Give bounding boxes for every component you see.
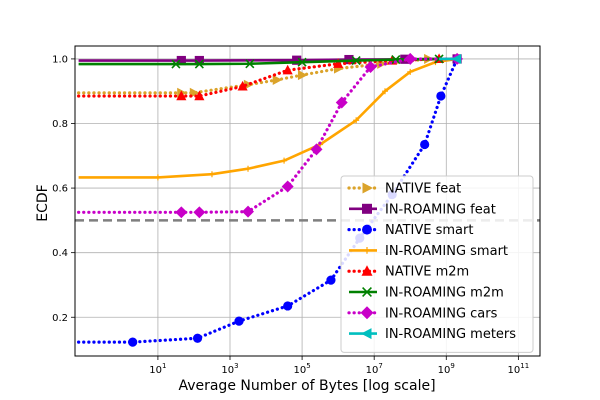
legend-entry: IN-ROAMING meters — [349, 327, 516, 342]
legend-box — [340, 175, 534, 353]
data-point — [154, 174, 161, 181]
legend-entry: IN-ROAMING smart — [349, 244, 508, 259]
legend-label: IN-ROAMING feat — [385, 202, 496, 217]
data-point — [175, 206, 188, 219]
data-point — [192, 333, 203, 343]
x-tick-label: 1011 — [508, 362, 530, 376]
data-point — [242, 205, 255, 218]
y-tick-label: 0.2 — [52, 313, 68, 324]
y-tick-label: 0.8 — [52, 119, 68, 130]
data-point — [326, 275, 336, 285]
legend-label: IN-ROAMING meters — [385, 327, 516, 342]
x-tick-label: 109 — [438, 362, 455, 376]
data-point — [335, 96, 348, 109]
legend-entry: NATIVE smart — [347, 223, 473, 238]
data-point — [171, 59, 181, 69]
legend-entry: IN-ROAMING cars — [347, 306, 498, 321]
data-point — [176, 55, 186, 66]
x-tick-label: 105 — [293, 362, 310, 376]
y-tick-label: 1.0 — [52, 54, 68, 65]
data-point — [193, 206, 206, 219]
plot-area: 101 103 105 107 109 1011 0.2 0.4 0.6 0.8 1.0 — [52, 45, 541, 376]
legend-entry: IN-ROAMING m2m — [349, 286, 504, 301]
legend-marker — [361, 328, 372, 340]
y-axis-label: ECDF — [35, 184, 51, 221]
data-point — [407, 68, 414, 75]
x-axis-label: Average Number of Bytes [log scale] — [178, 378, 435, 394]
legend-label: NATIVE feat — [385, 182, 461, 197]
legend-entry: NATIVE feat — [347, 182, 461, 197]
data-point — [310, 143, 323, 156]
legend-label: IN-ROAMING m2m — [385, 286, 504, 301]
legend-marker — [362, 224, 372, 235]
data-point — [281, 180, 294, 193]
x-tick-label: 107 — [366, 362, 383, 376]
series-line-4 — [77, 57, 441, 98]
y-tick-label: 0.4 — [52, 248, 68, 259]
legend-label: IN-ROAMING cars — [385, 306, 498, 321]
data-point — [333, 58, 344, 68]
data-point — [364, 61, 377, 73]
x-tick-label: 103 — [221, 362, 238, 376]
legend: NATIVE feat IN-ROAMING feat NATIVE smart IN… — [340, 175, 534, 353]
legend-marker — [362, 203, 372, 214]
data-point — [281, 157, 288, 164]
data-point — [404, 52, 417, 65]
data-point — [237, 80, 248, 91]
data-point — [243, 79, 254, 90]
legend-label: IN-ROAMING smart — [385, 244, 508, 259]
data-point — [382, 88, 388, 95]
legend-entry: IN-ROAMING feat — [349, 202, 496, 217]
x-tick-label: 101 — [149, 362, 166, 376]
data-point — [353, 117, 360, 124]
legend-marker — [360, 306, 374, 320]
data-point — [283, 301, 293, 311]
data-point — [208, 171, 215, 178]
data-point — [176, 90, 187, 101]
data-point — [194, 55, 204, 66]
data-point — [297, 70, 308, 81]
data-point — [245, 165, 252, 172]
data-point — [351, 55, 361, 66]
data-point — [391, 54, 401, 65]
data-point — [282, 64, 293, 75]
legend-entry: NATIVE m2m — [347, 265, 469, 280]
y-tick-label: 0.6 — [52, 184, 68, 195]
data-point — [234, 316, 244, 326]
data-point — [272, 74, 283, 85]
data-point — [451, 53, 462, 64]
data-point — [297, 57, 307, 67]
data-point — [245, 59, 255, 69]
data-point — [194, 90, 205, 101]
legend-label: NATIVE m2m — [385, 265, 469, 280]
legend-label: NATIVE smart — [385, 223, 473, 238]
data-point — [420, 139, 430, 150]
legend-marker — [362, 287, 372, 297]
legend-marker — [363, 247, 371, 254]
data-point — [436, 91, 446, 101]
data-point — [194, 59, 204, 69]
series-line-3 — [78, 57, 458, 179]
series-line-5 — [78, 57, 440, 66]
axes-frame — [74, 45, 541, 357]
data-point — [128, 337, 138, 347]
legend-marker — [361, 265, 373, 276]
series-line-6 — [77, 57, 459, 214]
data-point — [292, 55, 302, 65]
legend-marker — [362, 182, 373, 194]
